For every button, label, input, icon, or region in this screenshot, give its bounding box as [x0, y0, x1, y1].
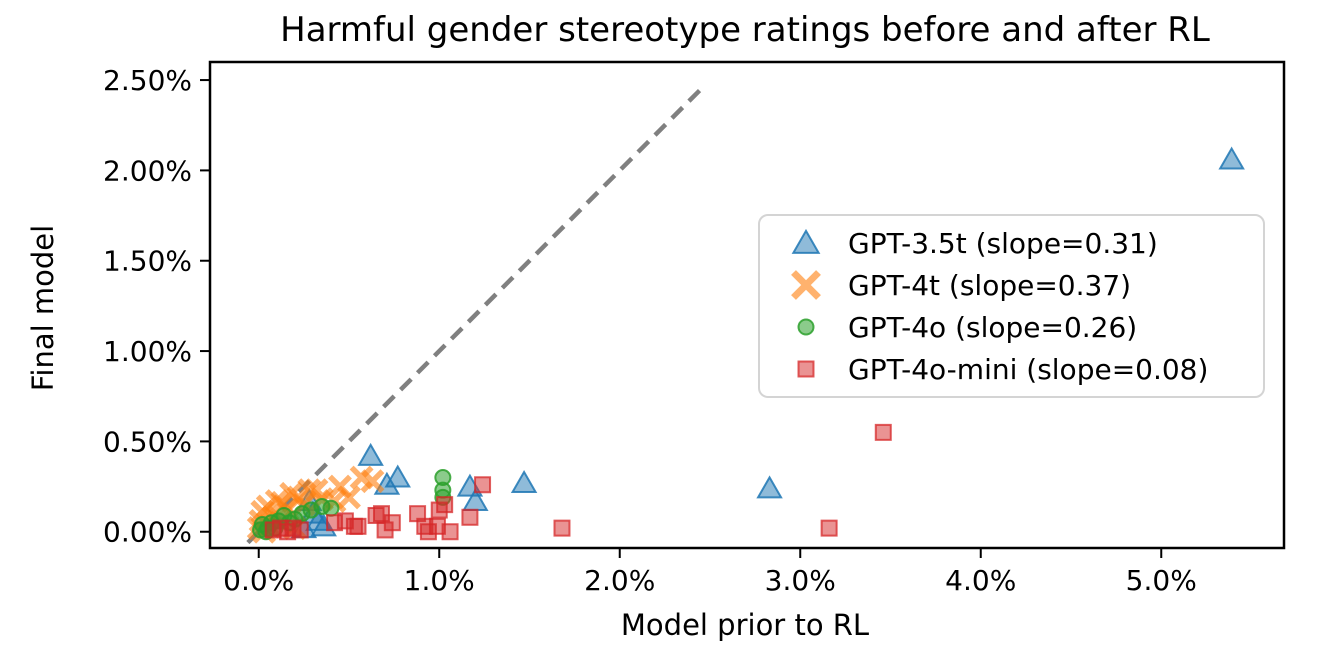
data-point: [797, 360, 815, 378]
data-point: [436, 496, 454, 514]
y-axis-label: Final model: [26, 224, 60, 392]
plot-area-frame: [208, 60, 1286, 550]
chart-title: Harmful gender stereotype ratings before…: [280, 10, 1210, 50]
identity-line: [246, 85, 705, 545]
legend-label: GPT-3.5t (slope=0.31): [848, 226, 1158, 260]
data-point: [756, 475, 783, 499]
y-tick-label: 1.00%: [103, 335, 192, 368]
y-tick-label: 0.50%: [103, 425, 192, 458]
x-tick-label: 3.0%: [765, 564, 836, 597]
y-tick-label: 2.00%: [103, 154, 192, 187]
y-tick-label: 0.00%: [103, 516, 192, 549]
data-point: [349, 517, 367, 535]
legend-label: GPT-4t (slope=0.37): [848, 268, 1132, 302]
square-marker-icon: [797, 360, 815, 378]
legend-label: GPT-4o-mini (slope=0.08): [848, 352, 1209, 386]
x-axis-label: Model prior to RL: [620, 608, 870, 642]
y-tick-label: 1.50%: [103, 245, 192, 278]
x-tick-label: 5.0%: [1126, 564, 1197, 597]
data-point: [474, 476, 492, 494]
data-point: [461, 508, 479, 526]
data-point: [357, 442, 384, 466]
data-point: [797, 318, 815, 336]
x-tick-label: 1.0%: [404, 564, 475, 597]
x-marker-icon: [791, 270, 821, 300]
legend-label: GPT-4o (slope=0.26): [848, 310, 1138, 344]
data-point: [337, 485, 361, 510]
data-point: [360, 469, 385, 494]
series-gpt-4o-mini: [264, 423, 892, 541]
legend-item-gpt-4o: GPT-4o (slope=0.26): [786, 307, 1263, 347]
legend: GPT-3.5t (slope=0.31) GPT-4t (slope=0.37…: [758, 214, 1265, 398]
data-point: [820, 519, 838, 537]
data-point: [441, 523, 459, 541]
data-point: [1218, 146, 1245, 170]
data-point: [791, 228, 821, 254]
data-point: [510, 469, 538, 493]
y-tick-label: 2.50%: [103, 64, 192, 97]
data-point: [291, 521, 309, 539]
x-tick-label: 2.0%: [584, 564, 655, 597]
legend-item-gpt-3-5t: GPT-3.5t (slope=0.31): [786, 223, 1263, 263]
legend-item-gpt-4t: GPT-4t (slope=0.37): [786, 265, 1263, 305]
data-point: [384, 464, 411, 488]
data-point: [553, 519, 571, 537]
legend-item-gpt-4o-mini: GPT-4o-mini (slope=0.08): [786, 349, 1263, 389]
x-tick-label: 4.0%: [945, 564, 1016, 597]
data-point: [383, 514, 401, 532]
data-point: [322, 499, 340, 517]
triangle-marker-icon: [791, 228, 821, 254]
circle-marker-icon: [797, 318, 815, 336]
x-tick-label: 0.0%: [223, 564, 294, 597]
data-point: [874, 423, 892, 441]
data-point: [791, 270, 821, 300]
